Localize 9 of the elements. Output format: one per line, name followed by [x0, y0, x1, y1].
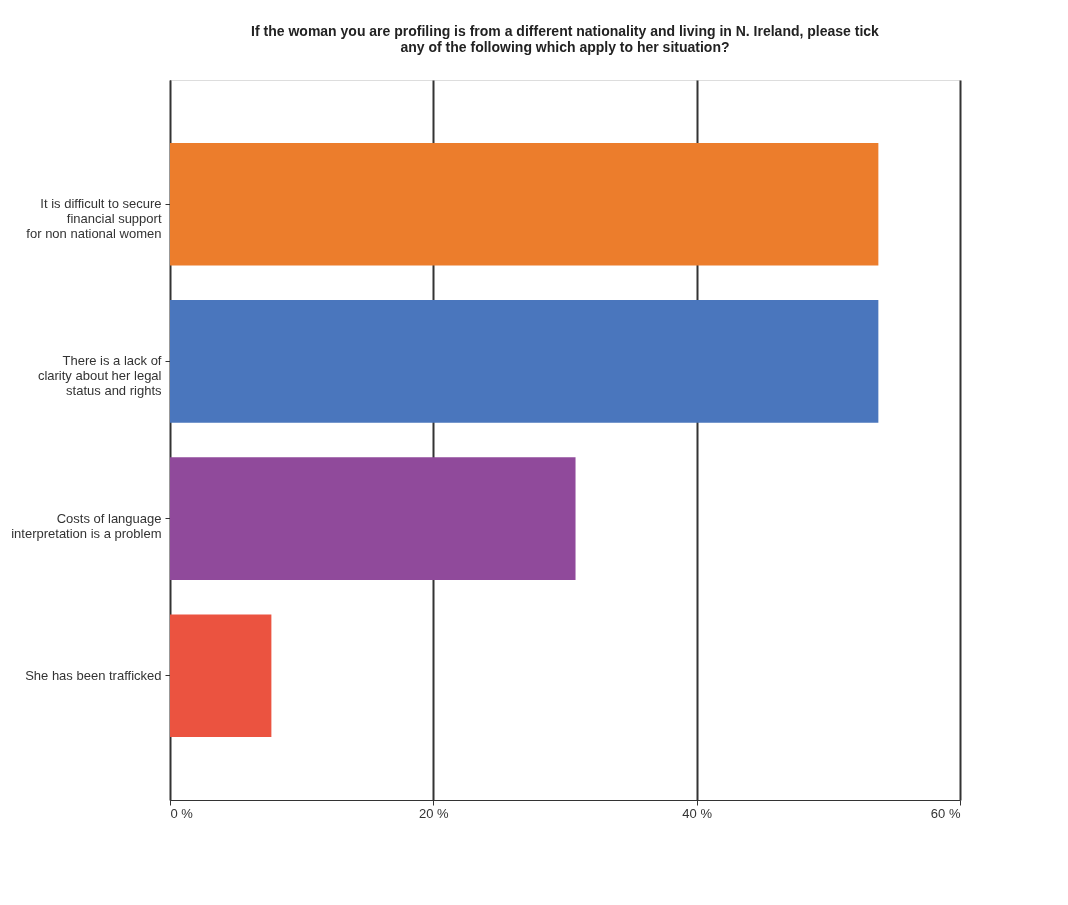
- x-tick-label: 0 %: [170, 805, 194, 821]
- x-tick-label: 20 %: [419, 805, 450, 821]
- x-tick-label: 60 %: [930, 805, 961, 821]
- y-tick-label: There is a lack of clarity about her legal status and rights: [37, 353, 162, 399]
- chart-title: If the woman you are profiling is from a different nationality and living in N. Ireland, please tick any of the following which apply to her situation?: [251, 23, 880, 55]
- y-tick-label: She has been trafficked: [25, 667, 162, 683]
- x-tick-label: 40 %: [682, 805, 713, 821]
- y-tick-label: It is difficult to secure financial support for non national women: [26, 196, 162, 242]
- y-tick-label: Costs of language interpretation is a problem: [11, 510, 162, 541]
